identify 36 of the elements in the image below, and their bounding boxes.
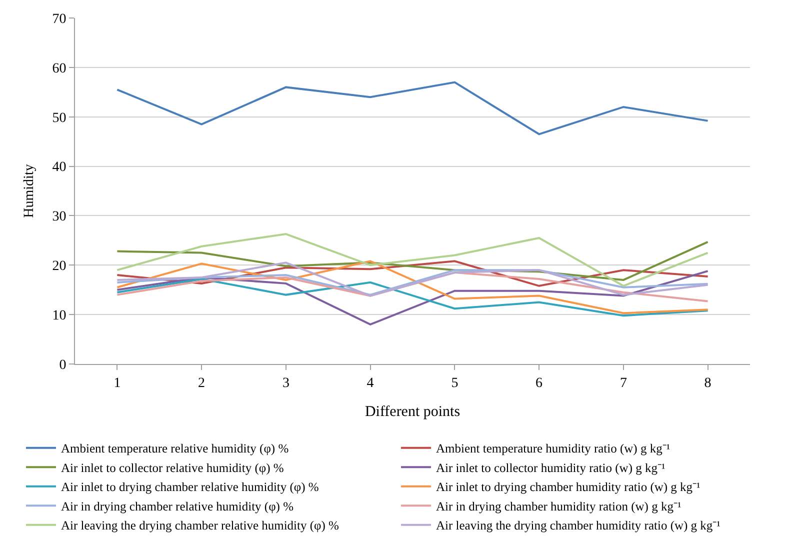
line-series — [116, 233, 709, 287]
line-series — [116, 81, 709, 136]
legend-label: Air in drying chamber relative humidity (φ) % — [61, 499, 294, 514]
legend-label: Air leaving the drying chamber humidity ratio (w) g kg⁻¹ — [436, 518, 721, 533]
legend-label: Air leaving the drying chamber relative humidity (φ) % — [61, 518, 339, 533]
legend-label: Ambient temperature relative humidity (φ) % — [61, 442, 289, 456]
y-tick-label: 60 — [52, 61, 66, 76]
y-tick-label: 30 — [52, 210, 66, 225]
legend-label: Air in drying chamber humidity ration (w) g kg⁻¹ — [436, 499, 682, 514]
x-tick-label: 7 — [620, 376, 627, 391]
legend-label: Air inlet to collector relative humidity (φ) % — [61, 460, 284, 475]
x-tick-label: 5 — [451, 376, 458, 391]
line-series — [116, 269, 709, 296]
legend-label: Air inlet to drying chamber relative humidity (φ) % — [61, 480, 319, 494]
y-axis-title: Humidity — [22, 164, 37, 218]
line-series — [116, 260, 709, 287]
line-series — [116, 270, 709, 326]
y-tick-label: 70 — [52, 12, 66, 27]
x-tick-label: 4 — [366, 376, 374, 391]
x-axis-title: Different points — [364, 404, 460, 420]
y-tick-label: 10 — [52, 308, 66, 324]
x-tick-label: 1 — [114, 376, 121, 391]
line-series — [116, 260, 709, 314]
legend-label: Air inlet to drying chamber humidity ratio (w) g kg⁻¹ — [436, 480, 701, 494]
y-tick-label: 50 — [52, 110, 66, 126]
legend-label: Air inlet to collector humidity ratio (w) g kg⁻¹ — [436, 460, 666, 475]
x-tick-label: 8 — [704, 376, 712, 391]
y-tick-label: 0 — [59, 358, 66, 373]
x-tick-label: 2 — [198, 376, 206, 391]
y-tick-label: 40 — [52, 160, 66, 176]
line-series — [116, 278, 709, 317]
x-tick-label: 6 — [536, 376, 543, 391]
x-tick-label: 3 — [282, 376, 290, 391]
y-tick-label: 20 — [52, 259, 66, 274]
line-series — [116, 262, 709, 297]
legend-label: Ambient temperature humidity ratio (w) g kg⁻¹ — [436, 442, 670, 456]
